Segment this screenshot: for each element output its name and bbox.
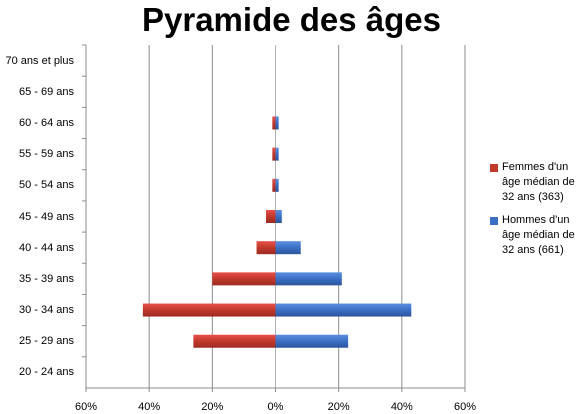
bar-hommes-6 (275, 241, 301, 255)
legend-swatch-hommes (490, 217, 498, 225)
bar-femmes-9 (193, 334, 276, 348)
bar-femmes-8 (142, 303, 276, 317)
legend-item-femmes: Femmes d'un âge médian de 32 ans (363) (490, 160, 582, 205)
bar-femmes-4 (272, 178, 276, 192)
y-tick-label: 50 - 54 ans (18, 179, 74, 192)
bar-hommes-7 (275, 272, 342, 286)
y-tick-label: 20 - 24 ans (18, 366, 74, 379)
bar-hommes-4 (275, 178, 279, 192)
bar-hommes-9 (275, 334, 349, 348)
bar-femmes-3 (272, 147, 276, 161)
bar-hommes-8 (275, 303, 412, 317)
bar-femmes-6 (256, 241, 276, 255)
x-tick-label: 0% (267, 401, 284, 413)
x-tick-label: 60% (453, 401, 477, 413)
legend: Femmes d'un âge médian de 32 ans (363) H… (490, 160, 582, 266)
legend-swatch-femmes (490, 164, 498, 172)
y-tick-label: 60 - 64 ans (18, 116, 74, 129)
y-tick-label: 55 - 59 ans (18, 148, 74, 161)
y-tick-label: 30 - 34 ans (18, 304, 74, 317)
bar-hommes-5 (275, 210, 282, 223)
x-tick-label: 40% (390, 401, 413, 413)
legend-item-hommes: Hommes d'un âge médian de 32 ans (661) (490, 213, 582, 258)
x-tick-label: 40% (138, 401, 161, 413)
y-tick-label: 40 - 44 ans (18, 241, 74, 254)
bar-femmes-7 (212, 272, 276, 286)
y-tick-label: 45 - 49 ans (18, 210, 74, 223)
legend-label-hommes: Hommes d'un âge médian de 32 ans (661) (502, 214, 575, 256)
legend-label-femmes: Femmes d'un âge médian de 32 ans (363) (502, 161, 575, 203)
y-tick-label: 70 ans et plus (5, 54, 75, 67)
bar-femmes-5 (266, 210, 276, 223)
y-tick-label: 65 - 69 ans (18, 85, 74, 98)
chart-title: Pyramide des âges (142, 1, 441, 38)
y-tick-label: 25 - 29 ans (18, 335, 74, 348)
bar-femmes-2 (272, 116, 276, 130)
x-tick-label: 20% (327, 401, 350, 413)
x-tick-label: 60% (74, 401, 98, 413)
x-tick-label: 20% (201, 401, 224, 413)
bar-hommes-3 (275, 147, 279, 161)
y-tick-label: 35 - 39 ans (18, 272, 74, 285)
bar-hommes-2 (275, 116, 279, 130)
